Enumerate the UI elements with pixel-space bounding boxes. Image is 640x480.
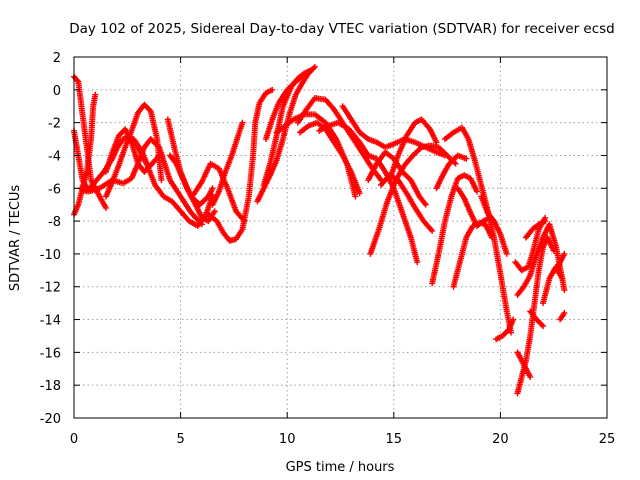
series-arc-af	[514, 234, 557, 397]
axis-ticks: 20-2-4-6-8-10-12-14-16-18-200 5 10 15 20 25	[40, 51, 616, 447]
y-tick-label: -18	[40, 379, 61, 394]
series-arc-aj	[522, 218, 549, 241]
series-arc-z	[433, 152, 470, 192]
data-point	[561, 250, 568, 257]
x-tick-label: 20	[492, 432, 509, 447]
x-tick-label: 0	[70, 432, 78, 447]
series-arc-ag	[514, 349, 534, 380]
data-point	[301, 72, 308, 79]
data-point	[422, 201, 429, 208]
data-point	[561, 287, 568, 294]
y-tick-label: -6	[48, 182, 61, 197]
data-point	[473, 188, 480, 195]
y-tick-label: -12	[40, 281, 61, 296]
data-point	[74, 77, 81, 84]
series-arc-al	[540, 264, 568, 307]
y-tick-label: -4	[48, 149, 61, 164]
series-arc-am	[557, 309, 568, 323]
plot-points	[71, 63, 568, 397]
data-point	[540, 323, 547, 330]
series-arc-i	[166, 152, 216, 208]
x-tick-label: 10	[279, 432, 296, 447]
data-point	[352, 193, 359, 200]
series-arc-g	[130, 136, 216, 230]
data-point	[452, 160, 459, 167]
series-arc-ah	[512, 214, 549, 274]
data-point	[239, 119, 246, 126]
series-arc-ae	[493, 316, 517, 343]
series-arc-q	[294, 95, 385, 184]
data-point	[463, 155, 470, 162]
data-point	[209, 185, 216, 192]
data-point	[356, 190, 363, 197]
x-tick-label: 15	[386, 432, 403, 447]
data-point	[488, 234, 495, 241]
series-arc-an	[552, 250, 568, 274]
series-arc-o	[262, 72, 308, 143]
series-arc-aa	[441, 124, 515, 336]
data-point	[311, 63, 318, 70]
series-arc-f	[102, 101, 165, 200]
y-tick-label: -2	[48, 117, 61, 132]
data-point	[503, 250, 510, 257]
x-tick-label: 25	[599, 432, 616, 447]
data-point	[102, 204, 109, 211]
data-point	[429, 227, 436, 234]
series-arc-y	[429, 172, 480, 287]
series-arc-k	[203, 86, 276, 244]
x-axis-label: GPS time / hours	[286, 460, 395, 475]
data-point	[307, 67, 314, 74]
series-arc-ai	[514, 221, 566, 298]
series-arc-j	[190, 160, 248, 225]
data-point	[510, 316, 517, 323]
series-arc-ab	[450, 219, 495, 290]
data-point	[158, 177, 165, 184]
data-point	[433, 139, 440, 146]
y-tick-label: -10	[40, 248, 61, 263]
series-arc-l	[209, 119, 246, 208]
data-point	[414, 259, 421, 266]
plot-frame	[73, 56, 608, 419]
y-tick-label: 2	[53, 51, 61, 66]
data-point	[527, 373, 534, 380]
chart-title: Day 102 of 2025, Sidereal Day-to-day VTE…	[69, 21, 615, 37]
series-arc-v	[367, 142, 459, 257]
y-tick-label: -8	[48, 215, 61, 230]
y-tick-label: 0	[53, 84, 61, 99]
data-point	[211, 208, 218, 215]
series-arc-x	[378, 172, 436, 234]
series-arc-ac	[454, 185, 493, 230]
series-arc-ak	[527, 308, 547, 330]
x-tick-label: 5	[176, 432, 184, 447]
data-point	[542, 218, 549, 225]
y-tick-label: -14	[40, 314, 61, 329]
y-axis-label: SDTVAR / TECUs	[8, 185, 23, 292]
data-point	[92, 91, 99, 98]
series-arc-ad	[478, 193, 510, 257]
data-point	[561, 309, 568, 316]
y-tick-label: -20	[40, 412, 61, 427]
y-tick-label: -16	[40, 346, 61, 361]
data-point	[269, 86, 276, 93]
